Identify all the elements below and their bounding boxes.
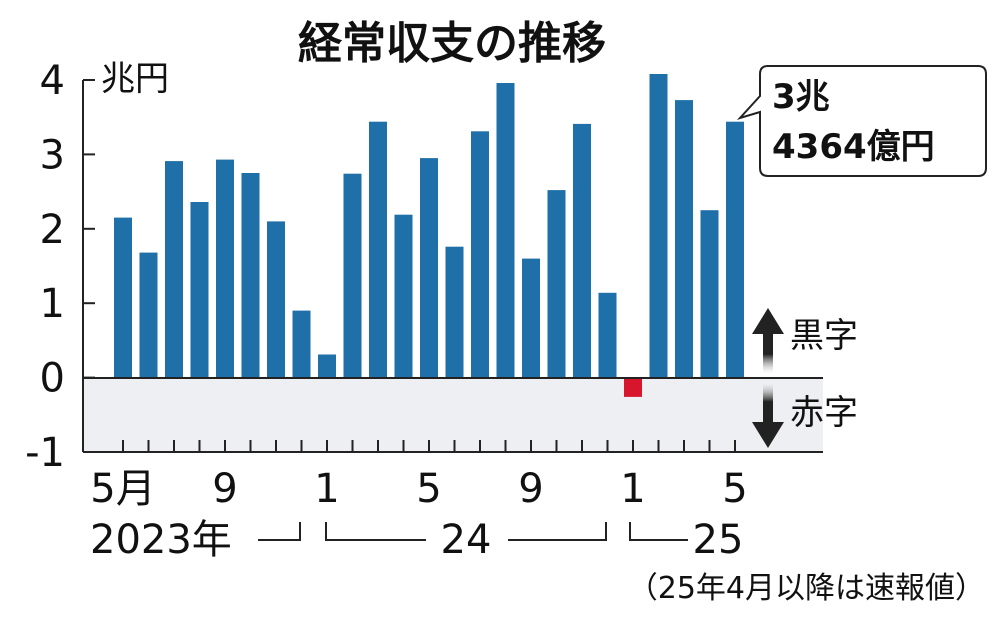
y-axis-unit: 兆円 <box>101 59 169 99</box>
x-tick-label: 5 <box>722 466 747 512</box>
bar-2024-10 <box>547 190 566 378</box>
callout-box <box>736 65 987 177</box>
year-labels: 2023年 24 25 <box>90 517 743 563</box>
bar-2024-11 <box>573 123 591 378</box>
x-tick-label: 9 <box>518 466 543 512</box>
surplus-arrow-head <box>752 308 784 334</box>
y-tick-label: 3 <box>40 132 65 178</box>
bar-2023-07 <box>165 161 183 378</box>
bar-2024-04 <box>394 214 413 378</box>
bar-2025-03 <box>675 100 693 378</box>
callout-line-1: 3兆 <box>772 77 830 117</box>
y-tick-label: 1 <box>40 281 65 327</box>
bar-2023-10 <box>241 173 260 378</box>
bar-2024-05 <box>420 158 438 378</box>
bar-2024-02 <box>343 173 362 378</box>
x-tick-label: 5 <box>416 466 441 512</box>
x-tick-label: 1 <box>314 466 339 512</box>
y-tick-label: 2 <box>40 207 65 253</box>
bar-2024-07 <box>471 131 489 378</box>
x-tick-label: 1 <box>620 466 645 512</box>
bar-2023-12 <box>292 310 311 378</box>
deficit-zone <box>83 378 823 452</box>
chart-title: 経常収支の推移 <box>298 18 606 69</box>
x-tick-label: 9 <box>212 466 237 512</box>
surplus-arrow-shaft <box>763 330 773 374</box>
bar-2023-06 <box>139 252 158 378</box>
year-bracket-2025 <box>629 522 688 541</box>
bar-2023-11 <box>267 221 285 378</box>
bar-2024-01 <box>318 354 336 378</box>
x-tick-label: 5月 <box>90 466 155 512</box>
y-axis: -1 0 1 2 3 4 <box>25 58 95 476</box>
year-bracket-2024-left <box>325 522 426 541</box>
year-bracket-2023 <box>258 522 301 541</box>
bar-2025-05 <box>726 121 744 378</box>
y-tick-label: -1 <box>25 430 65 476</box>
year-label-2024: 24 <box>441 517 492 563</box>
bar-2023-05 <box>114 217 132 378</box>
year-bracket-2024-right <box>508 522 607 541</box>
year-label-2023: 2023年 <box>90 517 232 563</box>
bar-2024-08 <box>496 83 515 378</box>
bar-2024-12 <box>598 292 617 378</box>
surplus-deficit-indicator: 黒字 赤字 <box>752 308 858 448</box>
bar-2024-09 <box>522 258 540 378</box>
value-callout: 3兆 4364億円 <box>736 65 987 177</box>
y-tick-label: 4 <box>40 58 65 104</box>
bar-2025-01 <box>624 377 642 397</box>
deficit-arrow-head <box>752 422 784 448</box>
surplus-label: 黒字 <box>790 316 858 356</box>
bar-2024-03 <box>369 121 387 378</box>
bar-2025-02 <box>649 74 668 378</box>
bar-2023-09 <box>216 159 234 378</box>
footnote: （25年4月以降は速報値） <box>628 571 985 606</box>
deficit-arrow-shaft <box>763 382 773 426</box>
bar-2023-08 <box>190 202 209 378</box>
bars <box>114 74 744 397</box>
x-tick-labels: 5月 9 1 5 9 1 5 <box>90 466 747 512</box>
callout-line-2: 4364億円 <box>772 127 935 167</box>
bar-2024-06 <box>445 246 464 378</box>
deficit-label: 赤字 <box>790 393 858 433</box>
year-label-2025: 25 <box>693 517 744 563</box>
bar-2025-04 <box>700 210 719 378</box>
x-ticks <box>122 440 736 452</box>
y-tick-label: 0 <box>40 356 65 402</box>
